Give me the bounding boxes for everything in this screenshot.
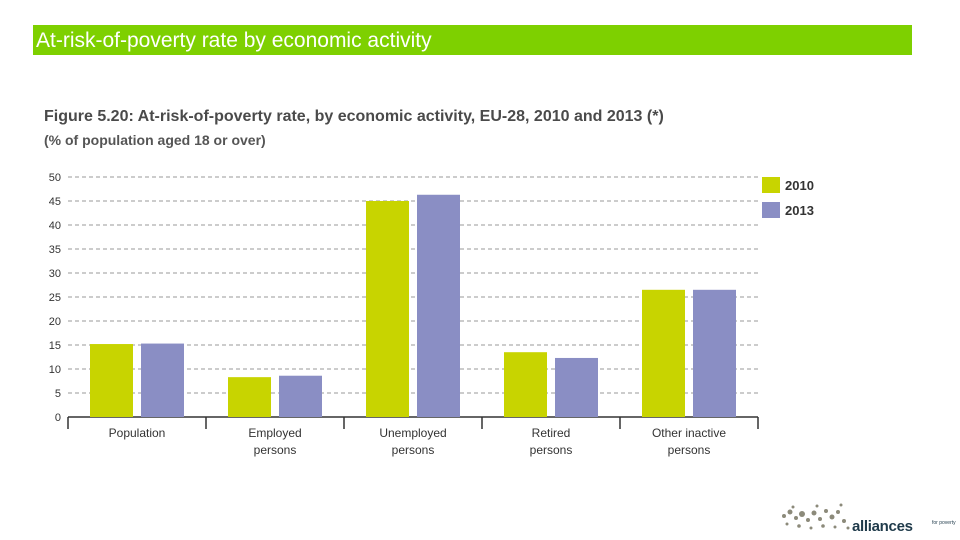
y-tick-label: 35 <box>49 244 61 256</box>
bar-2010-retired-persons <box>504 352 547 417</box>
y-tick-label: 25 <box>49 292 61 304</box>
legend-label-2013: 2013 <box>785 203 814 218</box>
bar-2010-employed-persons <box>228 377 271 417</box>
bar-2010-population <box>90 344 133 417</box>
y-tick-label: 10 <box>49 364 61 376</box>
legend-swatch-2010 <box>762 177 780 193</box>
slide-title: At-risk-of-poverty rate by economic acti… <box>33 25 912 55</box>
logo-name: alliances <box>852 518 913 535</box>
y-tick-label: 40 <box>49 220 61 232</box>
bar-2010-other-inactive-persons <box>642 289 685 417</box>
x-tick-label: Other inactive <box>652 426 726 440</box>
x-tick-label: Retired <box>532 426 571 440</box>
x-tick-label: Employed <box>248 426 301 440</box>
bar-2013-employed-persons <box>279 375 322 417</box>
alliances-logo-icon <box>782 503 850 530</box>
legend-label-2010: 2010 <box>785 178 814 193</box>
figure-subtitle: (% of population aged 18 or over) <box>44 132 266 148</box>
bar-2013-unemployed-persons <box>417 194 460 417</box>
y-tick-label: 15 <box>49 340 61 352</box>
figure-title: Figure 5.20: At-risk-of-poverty rate, by… <box>44 108 664 125</box>
x-tick-label: persons <box>530 443 573 457</box>
y-tick-label: 20 <box>49 316 61 328</box>
x-tick-label: Population <box>109 426 166 440</box>
bar-2010-unemployed-persons <box>366 201 409 417</box>
x-tick-label: persons <box>254 443 297 457</box>
logo-tagline: for poverty <box>932 520 956 526</box>
y-tick-label: 50 <box>49 172 61 184</box>
y-tick-label: 5 <box>55 388 61 400</box>
y-tick-label: 30 <box>49 268 61 280</box>
x-tick-label: persons <box>392 443 435 457</box>
bar-2013-population <box>141 343 184 417</box>
bar-2013-retired-persons <box>555 357 598 417</box>
y-tick-label: 0 <box>55 412 61 424</box>
y-tick-label: 45 <box>49 196 61 208</box>
x-tick-label: persons <box>668 443 711 457</box>
x-tick-label: Unemployed <box>379 426 446 440</box>
legend-swatch-2013 <box>762 202 780 218</box>
bar-2013-other-inactive-persons <box>693 289 736 417</box>
